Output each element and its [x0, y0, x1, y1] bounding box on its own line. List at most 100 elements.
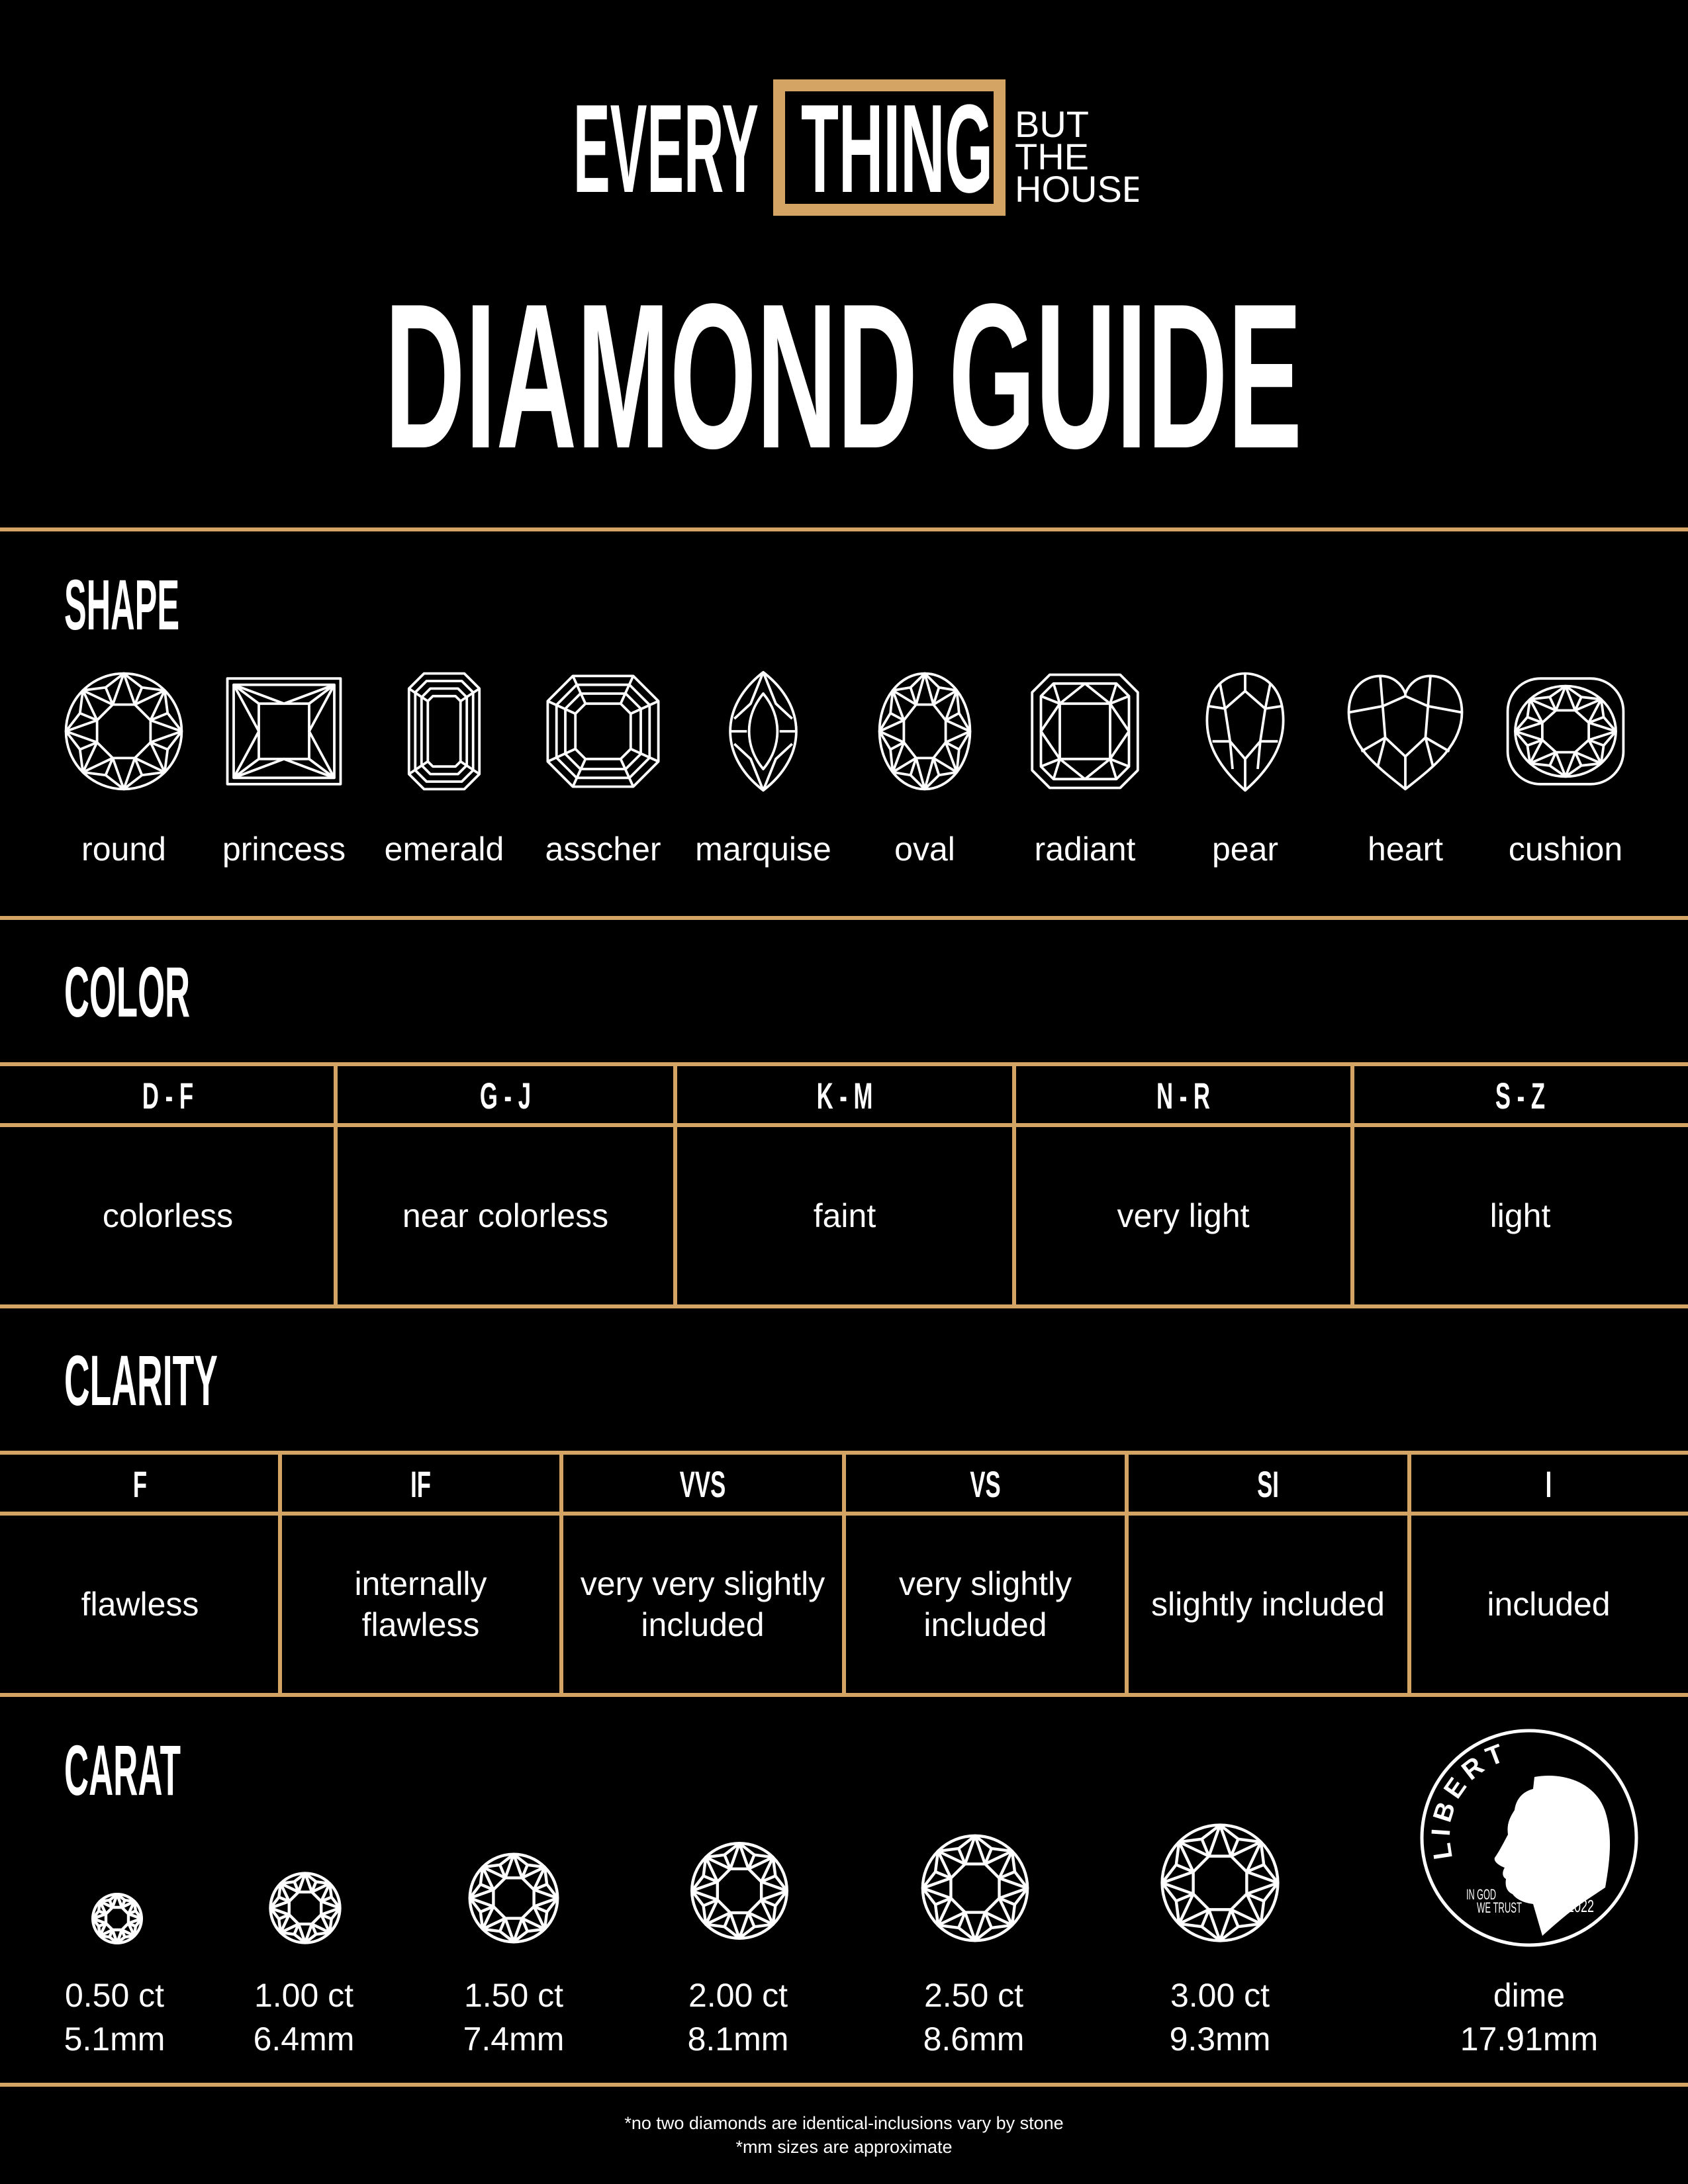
dime-rim [1420, 1729, 1638, 1947]
color-grade-header: D - F [142, 1075, 193, 1117]
pear-diamond-icon [1205, 672, 1285, 792]
clarity-table-column-divider [842, 1453, 846, 1695]
shape-label-heart: heart [1368, 831, 1443, 868]
color-table-rule [0, 1123, 1688, 1127]
clarity-description-text: flawless [81, 1585, 199, 1623]
color-description-text: colorless [102, 1197, 234, 1234]
color-grade-label: N - R [1156, 1075, 1210, 1117]
princess-diamond-icon [226, 677, 342, 786]
clarity-grade-header: VVS [680, 1464, 726, 1506]
divider-shape-top [0, 527, 1688, 531]
color-grade-label: G - J [480, 1075, 531, 1117]
brand-tag-the: THE [1015, 136, 1089, 177]
color-table-column-divider [673, 1064, 677, 1306]
color-description-text: light [1489, 1197, 1551, 1234]
clarity-grade-label: VVS [680, 1464, 726, 1506]
clarity-grade-label: F [133, 1464, 147, 1506]
brand-tag-but: BUT [1015, 103, 1089, 145]
brand-gold-box [773, 79, 1006, 216]
carat-size: 8.1mm [687, 2020, 789, 2058]
color-table-rule [0, 1304, 1688, 1308]
carat-label: 1.00 ct 6.4mm [254, 1975, 355, 2060]
carat-size: 5.1mm [64, 2020, 165, 2058]
carat-size: 9.3mm [1169, 2020, 1271, 2058]
clarity-grade-header: SI [1257, 1464, 1279, 1506]
svg-text:CARAT: CARAT [64, 1738, 181, 1801]
marquise-diamond-icon [729, 670, 798, 792]
carat-diamond-icon [690, 1842, 788, 1940]
carat-label: 3.00 ct 9.3mm [1170, 1975, 1271, 2060]
carat-diamond-icon [921, 1834, 1029, 1942]
carat-diamond-icon [1160, 1823, 1280, 1942]
clarity-table-column-divider [1407, 1453, 1411, 1695]
clarity-grade-label: I [1546, 1464, 1552, 1506]
color-table-column-divider [1350, 1064, 1354, 1306]
carat-label: 2.00 ct 8.1mm [688, 1975, 789, 2060]
color-description-cell: colorless [2, 1127, 334, 1304]
shape-label-cushion: cushion [1508, 831, 1623, 868]
color-description-cell: light [1354, 1127, 1686, 1304]
section-heading-carat: CARAT [64, 1738, 181, 1801]
carat-diamond-icon [269, 1872, 342, 1944]
color-description-text: near colorless [402, 1197, 609, 1234]
shape-label-emerald: emerald [384, 831, 504, 868]
oval-diamond-icon [878, 672, 972, 791]
color-description-cell: near colorless [338, 1127, 673, 1304]
carat-label: 1.50 ct 7.4mm [463, 1975, 565, 2060]
brand-word-every: EVERY [573, 79, 759, 218]
page-title: DIAMOND GUIDE [385, 291, 1302, 457]
carat-weight: 2.50 ct [923, 1977, 1024, 2014]
dime-motto-line2: WE TRUST [1477, 1899, 1522, 1916]
clarity-table-column-divider [278, 1453, 282, 1695]
clarity-grade-header: IF [410, 1464, 431, 1506]
section-heading-shape: SHAPE [64, 572, 179, 635]
carat-weight: 0.50 ct [64, 1977, 165, 2014]
brand-tag-house: HOUSE [1015, 168, 1139, 210]
emerald-diamond-icon [407, 672, 481, 791]
shape-label-radiant: radiant [1034, 831, 1136, 868]
color-grade-label: K - M [817, 1075, 873, 1117]
clarity-table-column-divider [1125, 1453, 1129, 1695]
clarity-description-text: slightly included [1151, 1585, 1385, 1623]
shape-label-asscher: asscher [545, 831, 661, 868]
color-grade-label: D - F [142, 1075, 193, 1117]
color-table-column-divider [1012, 1064, 1016, 1306]
dime-icon: LIBERTY IN GOD WE TRUST 2022 [1417, 1725, 1638, 1947]
clarity-grade-label: VS [970, 1464, 1000, 1506]
dime-name: dime [1493, 1977, 1566, 2014]
clarity-description-cell: included [1411, 1516, 1686, 1693]
carat-size: 8.6mm [923, 2020, 1025, 2058]
dime-size: 17.91mm [1460, 2020, 1599, 2058]
carat-label: 2.50 ct 8.6mm [923, 1975, 1025, 2060]
shape-label-round: round [81, 831, 166, 868]
clarity-table-rule [0, 1693, 1688, 1697]
radiant-diamond-icon [1031, 673, 1139, 790]
clarity-grade-header: VS [970, 1464, 1000, 1506]
color-description-cell: faint [677, 1127, 1012, 1304]
clarity-description-text: internally flawless [354, 1565, 487, 1644]
carat-weight: 2.00 ct [688, 1977, 788, 2014]
clarity-table-column-divider [559, 1453, 563, 1695]
divider-footer [0, 2083, 1688, 2087]
clarity-description-cell: very slightly included [846, 1516, 1125, 1693]
clarity-description-cell: slightly included [1129, 1516, 1407, 1693]
divider-color-top [0, 916, 1688, 920]
brand-logo: EVERY THING BUT THE HOUSE [573, 79, 1139, 218]
dime-year: 2022 [1568, 1896, 1594, 1916]
color-description-text: very light [1117, 1197, 1250, 1234]
color-grade-header: K - M [817, 1075, 873, 1117]
carat-label: 0.50 ct 5.1mm [64, 1975, 165, 2060]
dime-motto-line1: IN GOD [1466, 1886, 1496, 1903]
dime-portrait [1494, 1775, 1611, 1936]
clarity-description-cell: internally flawless [282, 1516, 559, 1693]
svg-text:COLOR: COLOR [64, 960, 190, 1023]
clarity-grade-label: IF [410, 1464, 431, 1506]
shape-label-princess: princess [222, 831, 346, 868]
shape-label-oval: oval [894, 831, 955, 868]
clarity-description-text: included [1487, 1585, 1611, 1623]
footnote-mm-sizes: *mm sizes are approximate [735, 2137, 953, 2157]
svg-text:CLARITY: CLARITY [64, 1348, 218, 1411]
color-table-column-divider [334, 1064, 338, 1306]
asscher-diamond-icon [546, 674, 660, 788]
clarity-description-cell: flawless [2, 1516, 278, 1693]
